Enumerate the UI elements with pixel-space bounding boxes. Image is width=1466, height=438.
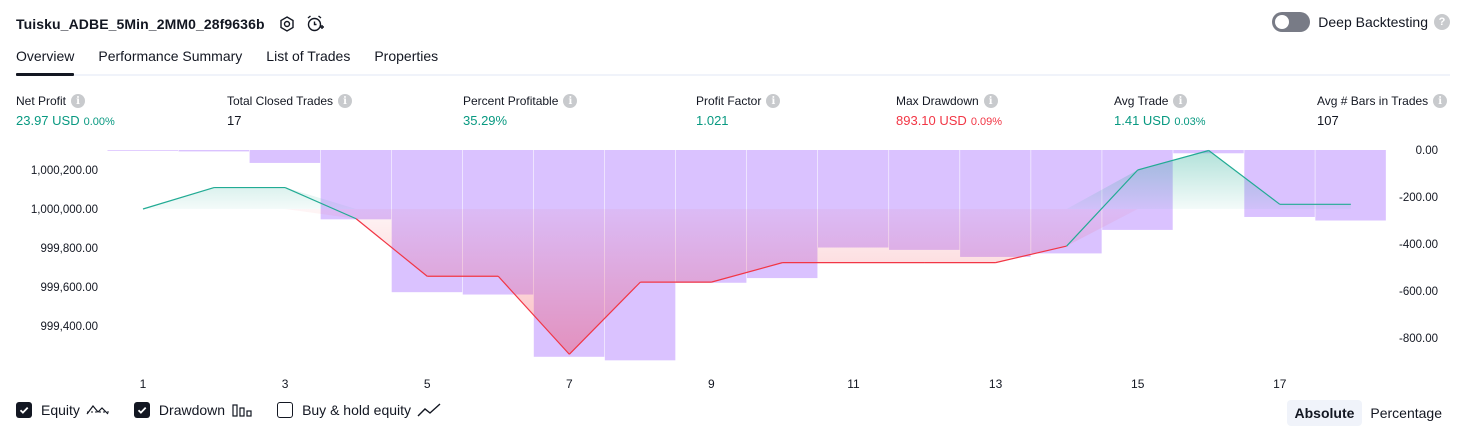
metric-sub: 0.00%: [83, 116, 115, 128]
right-axis-tick: -800.00: [1399, 333, 1438, 345]
legend-label: Equity: [41, 402, 80, 418]
metric-label: Net Profit: [16, 94, 67, 108]
buy-hold-checkbox[interactable]: [277, 402, 294, 418]
deep-backtesting-label: Deep Backtesting: [1318, 14, 1428, 30]
metric-profit-factor: Profit Factor i 1.021: [696, 92, 781, 128]
equity-line-segment: [1066, 169, 1139, 247]
tab-overview[interactable]: Overview: [16, 44, 75, 76]
help-icon[interactable]: ?: [1434, 14, 1450, 30]
legend-equity[interactable]: Equity: [16, 402, 110, 418]
metric-label: Total Closed Trades: [227, 94, 334, 108]
info-icon[interactable]: i: [766, 94, 781, 108]
metric-label: Max Drawdown: [896, 94, 979, 108]
metric-value: 17: [227, 113, 242, 128]
metric-label: Profit Factor: [696, 94, 762, 108]
trend-line-icon: [417, 402, 441, 418]
left-axis-tick: 1,000,000.00: [31, 204, 98, 216]
equity-gain-area: [143, 150, 1351, 209]
percentage-button[interactable]: Percentage: [1370, 405, 1442, 421]
metric-value: 1.41 USD: [1114, 113, 1171, 128]
x-axis-tick: 9: [708, 377, 715, 391]
equity-checkbox[interactable]: [16, 402, 32, 418]
info-icon[interactable]: i: [983, 94, 998, 108]
value-mode-switch: Absolute Percentage: [1286, 400, 1451, 426]
info-icon[interactable]: i: [1433, 94, 1448, 108]
settings-icon[interactable]: [277, 14, 297, 34]
metric-label: Avg Trade: [1114, 94, 1169, 108]
x-axis-tick: 3: [282, 377, 289, 391]
metric-label: Percent Profitable: [463, 94, 559, 108]
deep-backtesting-toggle[interactable]: [1272, 12, 1311, 32]
metric-label: Avg # Bars in Trades: [1317, 94, 1429, 108]
equity-line-segment: [995, 245, 1067, 264]
legend-label: Drawdown: [158, 402, 226, 418]
equity-line-segment: [355, 218, 428, 277]
right-axis-tick: -600.00: [1399, 286, 1438, 298]
drawdown-checkbox[interactable]: [133, 402, 150, 418]
x-axis-tick: 7: [566, 377, 573, 391]
left-axis-tick: 999,600.00: [40, 282, 98, 294]
left-axis-tick: 999,400.00: [40, 321, 98, 333]
strategy-title: Tuisku_ADBE_5Min_2MM0_28f9636b: [16, 16, 265, 32]
drawdown-bar: [249, 150, 321, 163]
equity-line-segment: [497, 275, 570, 355]
equity-line-segment: [1137, 149, 1209, 171]
x-axis-tick: 15: [1131, 377, 1145, 391]
metric-sub: 0.03%: [1174, 116, 1206, 128]
equity-loss-area: [143, 209, 1351, 355]
equity-line-segment: [711, 262, 783, 283]
metric-avg-trade: Avg Trade i 1.41 USD 0.03%: [1114, 92, 1206, 128]
metric-net-profit: Net Profit i 23.97 USD 0.00%: [16, 92, 115, 128]
x-axis-tick: 17: [1273, 377, 1287, 391]
tab-bar: Overview Performance Summary List of Tra…: [16, 44, 1450, 76]
add-alert-icon[interactable]: [305, 14, 325, 34]
right-axis-tick: 0.00: [1416, 145, 1438, 157]
equity-line-segment: [284, 187, 357, 220]
info-icon[interactable]: i: [1173, 94, 1188, 108]
tab-list-of-trades[interactable]: List of Trades: [266, 48, 351, 64]
metric-value: 893.10 USD: [896, 113, 967, 128]
right-axis-tick: -200.00: [1399, 192, 1438, 204]
chart-legend: Equity Drawdown Buy & hold equity: [16, 402, 465, 418]
info-icon[interactable]: i: [71, 94, 86, 108]
drawdown-bar: [107, 150, 178, 151]
x-axis-tick: 5: [424, 377, 431, 391]
x-axis-tick: 13: [989, 377, 1003, 391]
legend-drawdown[interactable]: Drawdown: [133, 402, 253, 418]
metric-avg-bars: Avg # Bars in Trades i 107: [1317, 92, 1448, 128]
metric-value: 1.021: [696, 113, 729, 128]
metric-sub: 0.09%: [970, 116, 1003, 128]
equity-line-segment: [568, 281, 641, 355]
metric-value: 35.29%: [463, 113, 508, 128]
strategy-header: Tuisku_ADBE_5Min_2MM0_28f9636b: [16, 12, 325, 36]
left-axis-tick: 1,000,200.00: [31, 165, 98, 177]
info-icon[interactable]: i: [563, 94, 578, 108]
tab-properties[interactable]: Properties: [374, 48, 439, 64]
equity-line-segment: [142, 186, 215, 210]
metric-value: 23.97 USD: [16, 113, 80, 128]
metric-value: 107: [1317, 113, 1339, 128]
deep-backtesting: Deep Backtesting ?: [1272, 12, 1450, 32]
left-axis-tick: 999,800.00: [40, 243, 98, 255]
drawdown-bars-icon: [231, 402, 253, 418]
drawdown-bar: [178, 150, 250, 152]
x-axis-tick: 1: [140, 377, 147, 391]
absolute-button[interactable]: Absolute: [1286, 400, 1363, 426]
right-axis-tick: -400.00: [1399, 239, 1438, 251]
equity-line-segment: [1208, 150, 1281, 205]
x-axis-tick: 11: [847, 377, 860, 391]
metric-total-closed-trades: Total Closed Trades i 17: [227, 92, 353, 128]
tab-performance-summary[interactable]: Performance Summary: [98, 48, 243, 64]
legend-label: Buy & hold equity: [302, 402, 412, 418]
metric-max-drawdown: Max Drawdown i 893.10 USD 0.09%: [896, 92, 1002, 128]
metric-percent-profitable: Percent Profitable i 35.29%: [463, 92, 578, 128]
equity-line-icon: [86, 402, 110, 418]
drawdown-bar: [1315, 150, 1386, 221]
legend-buy-hold[interactable]: Buy & hold equity: [277, 402, 441, 418]
equity-drawdown-chart[interactable]: 1,000,200.00 1,000,000.00 999,800.00 999,60…: [0, 140, 1466, 396]
info-icon[interactable]: i: [338, 94, 353, 108]
